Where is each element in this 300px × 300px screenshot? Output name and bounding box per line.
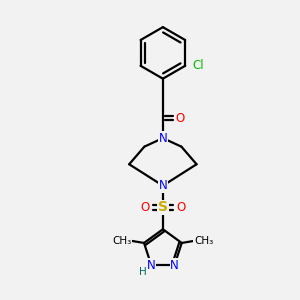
Text: N: N xyxy=(158,132,167,145)
Text: H: H xyxy=(140,267,147,277)
Text: N: N xyxy=(158,179,167,192)
Text: Cl: Cl xyxy=(192,59,204,72)
Text: N: N xyxy=(170,259,179,272)
Text: O: O xyxy=(175,112,184,125)
Text: S: S xyxy=(158,200,168,214)
Text: N: N xyxy=(147,259,156,272)
Text: O: O xyxy=(176,201,185,214)
Text: O: O xyxy=(140,201,150,214)
Text: CH₃: CH₃ xyxy=(194,236,213,246)
Text: CH₃: CH₃ xyxy=(112,236,132,246)
